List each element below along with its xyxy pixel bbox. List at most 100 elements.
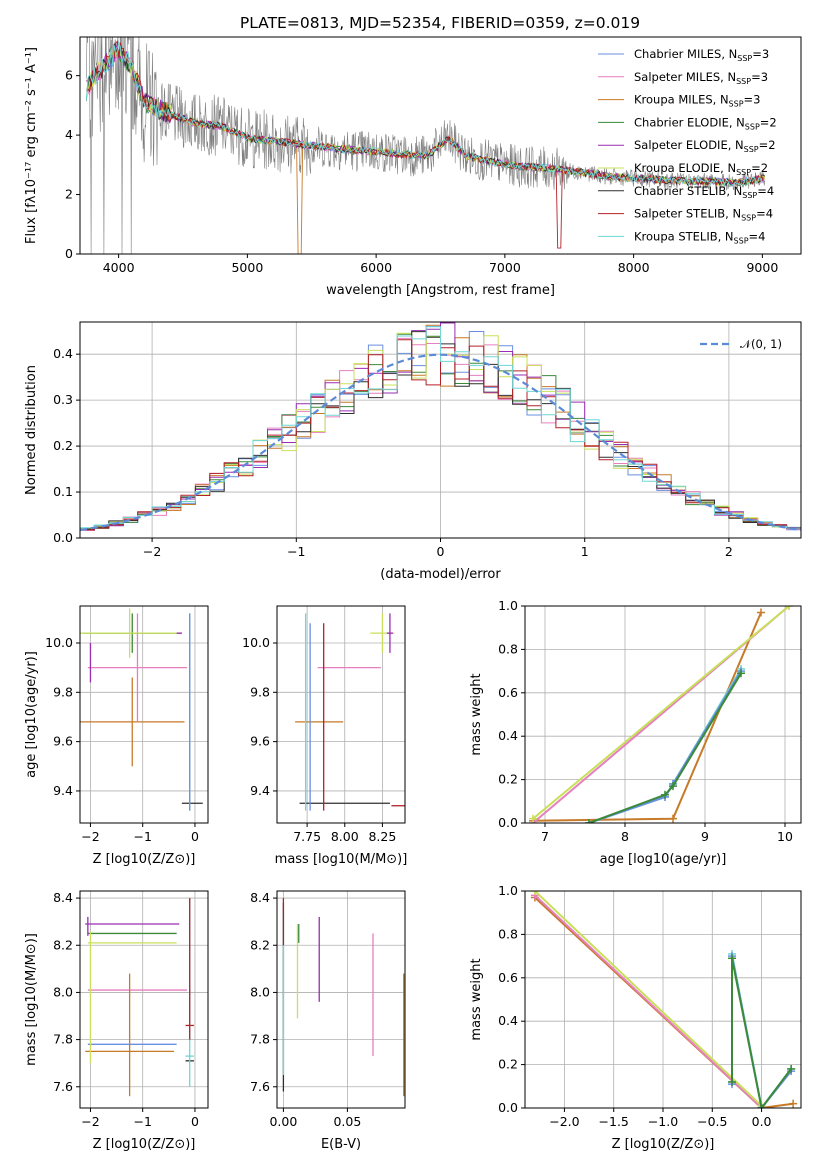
histogram-step-9: [80, 326, 801, 529]
x-tick-label: 4000: [103, 260, 135, 275]
x-tick-label: 8000: [618, 260, 650, 275]
y-tick-label: 0.2: [53, 438, 73, 453]
mass-weight-marker: [785, 606, 793, 610]
x-tick-label: −2.0: [549, 1114, 579, 1129]
y-tick-label: 9.8: [250, 684, 270, 699]
x-tick-label: 2: [725, 544, 733, 559]
y-tick-label: 10.0: [242, 635, 270, 650]
x-tick-label: 9: [701, 829, 709, 844]
y-tick-label: 9.6: [53, 734, 73, 749]
x-tick-label: −1: [133, 829, 151, 844]
residual-legend: 𝒩(0, 1): [700, 337, 782, 351]
mass-weight-marker: [787, 1064, 796, 1073]
x-tick-label: 0.0: [752, 1114, 772, 1129]
mass-weight-series-3: [532, 606, 790, 820]
panel-age-vs-Z: −2 −1 0 9.4 9.6 9.8 10.0 Z [log10(Z/Z⊙)] age [lo…: [24, 605, 209, 867]
y-tick-label: 0: [65, 246, 73, 261]
errorbar-point-4: [80, 608, 180, 658]
y-tick-label: 0.2: [498, 772, 518, 787]
panel-mass-weight-vs-age: 7 8 9 10 0.0 0.2 0.4 0.6 0.8 1.0 age [log10(age/yr…: [469, 598, 802, 867]
mass-weight-marker: [728, 954, 736, 963]
panel-mass-vs-Z: −2 −1 0 7.6 7.8 8.0 8.2 8.4 Z [log10(Z/Z⊙)] mass …: [24, 890, 209, 1152]
y-axis-label: Flux [fλ10⁻¹⁷ erg cm⁻² s⁻¹ A⁻¹]: [24, 47, 39, 244]
x-tick-label: 7: [541, 829, 549, 844]
mass-weight-marker: [757, 608, 765, 617]
y-tick-label: 6: [65, 68, 73, 83]
legend-entry-normal: 𝒩(0, 1): [740, 337, 782, 351]
x-tick-label: 0: [191, 829, 199, 844]
x-axis-label: Z [log10(Z/Z⊙)]: [93, 1137, 196, 1152]
y-tick-label: 0.1: [53, 484, 73, 499]
spectrum-model-line-9: [85, 41, 765, 187]
y-tick-label: 8.2: [250, 937, 270, 952]
x-axis-label: Z [log10(Z/Z⊙)]: [93, 852, 196, 867]
errorbar-point-4: [386, 613, 393, 653]
y-axis-label: mass [log10(M/M⊙)]: [24, 933, 39, 1066]
x-tick-label: 1: [581, 544, 589, 559]
y-tick-label: 0.2: [498, 1057, 518, 1072]
x-tick-label: 0: [437, 544, 445, 559]
mass-weight-marker: [530, 891, 539, 895]
x-tick-label: −1: [133, 1114, 151, 1129]
gridlines: [277, 606, 405, 823]
mass-weight-marker: [757, 1104, 766, 1108]
x-tick-label: −1.0: [648, 1114, 678, 1129]
x-axis-label: Z [log10(Z/Z⊙)]: [612, 1137, 715, 1152]
histogram-step-8: [80, 339, 801, 531]
y-tick-label: 8.0: [250, 984, 270, 999]
y-tick-label: 8.2: [53, 937, 73, 952]
plot-area: [85, 898, 194, 1097]
mass-weight-marker: [585, 819, 593, 823]
mass-weight-series-6: [588, 672, 742, 823]
x-tick-label: −2: [81, 829, 99, 844]
axes-frame: [276, 605, 406, 824]
panel-residuals: −2 −1 0 1 2 0.0 0.1 0.2 0.3 0.4 (data-model)/error…: [24, 321, 802, 582]
x-tick-label: 6000: [360, 260, 392, 275]
spectrum-data-line: [86, 37, 765, 254]
x-tick-label: −2: [143, 544, 161, 559]
x-tick-label: 5000: [231, 260, 263, 275]
y-tick-label: 1.0: [498, 883, 518, 898]
y-tick-label: 7.8: [53, 1032, 73, 1047]
y-tick-label: 1.0: [498, 598, 518, 613]
panel-age-vs-mass: 7.75 8.00 8.25 9.4 9.6 9.8 10.0 mass [log10(M/M…: [242, 605, 407, 867]
legend-entry-1: Chabrier MILES, NSSP=3: [634, 47, 769, 63]
y-tick-label: 0.4: [498, 728, 518, 743]
y-tick-label: 0.6: [498, 685, 518, 700]
y-tick-label: 0.0: [53, 530, 73, 545]
mass-weight-series-2: [534, 894, 763, 1108]
y-tick-label: 9.6: [250, 734, 270, 749]
spectrum-legend: Chabrier MILES, NSSP=3 Salpeter MILES, NS…: [598, 47, 777, 245]
y-tick-label: 0.8: [498, 641, 518, 656]
y-axis-label: Normed distribution: [24, 365, 39, 495]
y-tick-label: 10.0: [45, 635, 73, 650]
legend-entry-2: Salpeter MILES, NSSP=3: [634, 70, 768, 86]
x-tick-label: 8.25: [368, 829, 396, 844]
y-tick-label: 0.0: [498, 815, 518, 830]
x-tick-label: −0.5: [697, 1114, 727, 1129]
x-axis-label: wavelength [Angstrom, rest frame]: [326, 283, 555, 298]
y-tick-label: 0.4: [53, 346, 73, 361]
axes-frame: [79, 605, 209, 824]
x-tick-label: −1: [287, 544, 305, 559]
x-tick-label: 8.00: [331, 829, 359, 844]
axes-frame: [524, 605, 802, 824]
axes-frame: [276, 890, 406, 1109]
x-tick-label: 0: [191, 1114, 199, 1129]
x-tick-label: −1.5: [599, 1114, 629, 1129]
y-tick-label: 0.4: [498, 1013, 518, 1028]
plot-area: [529, 606, 793, 823]
y-tick-label: 9.4: [250, 783, 270, 798]
y-tick-label: 0.8: [498, 926, 518, 941]
legend-entry-9: Kroupa STELIB, NSSP=4: [634, 229, 765, 245]
y-tick-label: 4: [65, 127, 73, 142]
y-axis-label: mass weight: [469, 673, 484, 755]
legend-entry-7: Chabrier STELIB, NSSP=4: [634, 184, 774, 200]
mass-weight-marker: [529, 814, 537, 823]
y-axis-label: age [log10(age/yr)]: [24, 651, 39, 778]
mass-weight-marker: [669, 814, 677, 823]
mass-weight-marker: [669, 782, 677, 791]
y-tick-label: 7.8: [250, 1032, 270, 1047]
mass-weight-marker: [789, 1099, 798, 1108]
